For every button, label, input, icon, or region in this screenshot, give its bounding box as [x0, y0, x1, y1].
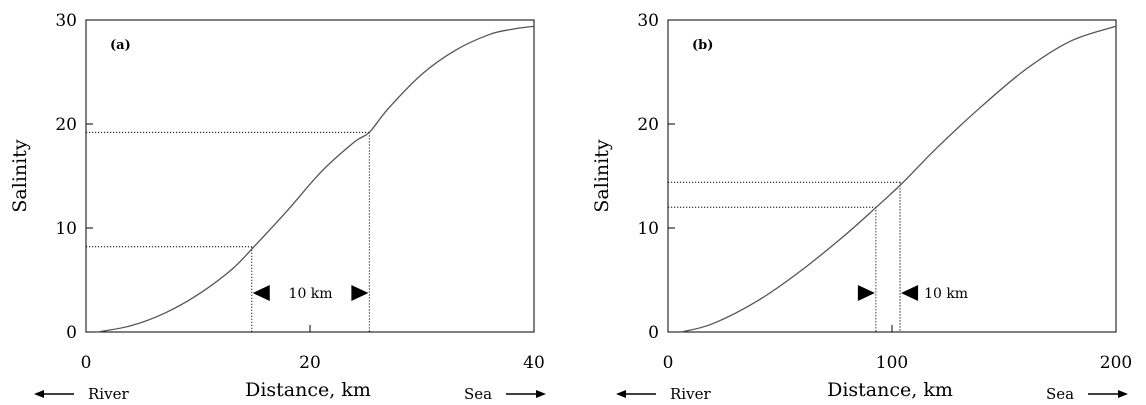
arrowhead-left — [252, 285, 270, 301]
sea-label: Sea — [1046, 385, 1074, 403]
x-tick-label: 200 — [1100, 353, 1132, 373]
arrowhead-right — [351, 285, 369, 301]
arrowhead-right — [901, 285, 919, 301]
y-tick-label: 30 — [55, 11, 77, 31]
plot-frame — [667, 19, 1117, 333]
river-arrowhead — [34, 390, 44, 398]
y-tick-label: 0 — [66, 323, 77, 343]
x-tick-label: 0 — [663, 353, 674, 373]
interval-label: 10 km — [289, 286, 333, 302]
panel-label: (a) — [110, 38, 131, 53]
river-arrowhead — [616, 390, 626, 398]
y-tick-label: 0 — [648, 323, 659, 343]
salinity-chart-a: 0 10 20 30 0 20 40 Distance, km Salinity (a) 10 km… — [9, 11, 546, 403]
sea-label: Sea — [464, 385, 492, 403]
y-tick-label: 20 — [637, 115, 659, 135]
salinity-chart-b: 0 10 20 30 0 100 200 Distance, km Salinity (b) 10 … — [591, 11, 1132, 403]
sea-arrowhead — [536, 390, 546, 398]
x-tick-label: 20 — [299, 353, 321, 373]
x-tick-label: 40 — [523, 353, 545, 373]
y-tick-label: 20 — [55, 115, 77, 135]
river-label: River — [88, 385, 129, 403]
x-axis-title: Distance, km — [245, 379, 371, 401]
sea-arrowhead — [1118, 390, 1128, 398]
y-tick-label: 30 — [637, 11, 659, 31]
x-tick-label: 100 — [876, 353, 908, 373]
panel-label: (b) — [692, 38, 713, 53]
y-axis-title: Salinity — [591, 139, 613, 212]
river-label: River — [670, 385, 711, 403]
x-tick-label: 0 — [81, 353, 92, 373]
arrowhead-left — [857, 285, 875, 301]
interval-label: 10 km — [924, 286, 968, 302]
y-axis-title: Salinity — [9, 139, 31, 212]
salinity-curve — [681, 25, 1117, 333]
x-axis-title: Distance, km — [827, 379, 953, 401]
salinity-curve — [97, 25, 535, 333]
y-tick-label: 10 — [55, 219, 77, 239]
y-tick-label: 10 — [637, 219, 659, 239]
